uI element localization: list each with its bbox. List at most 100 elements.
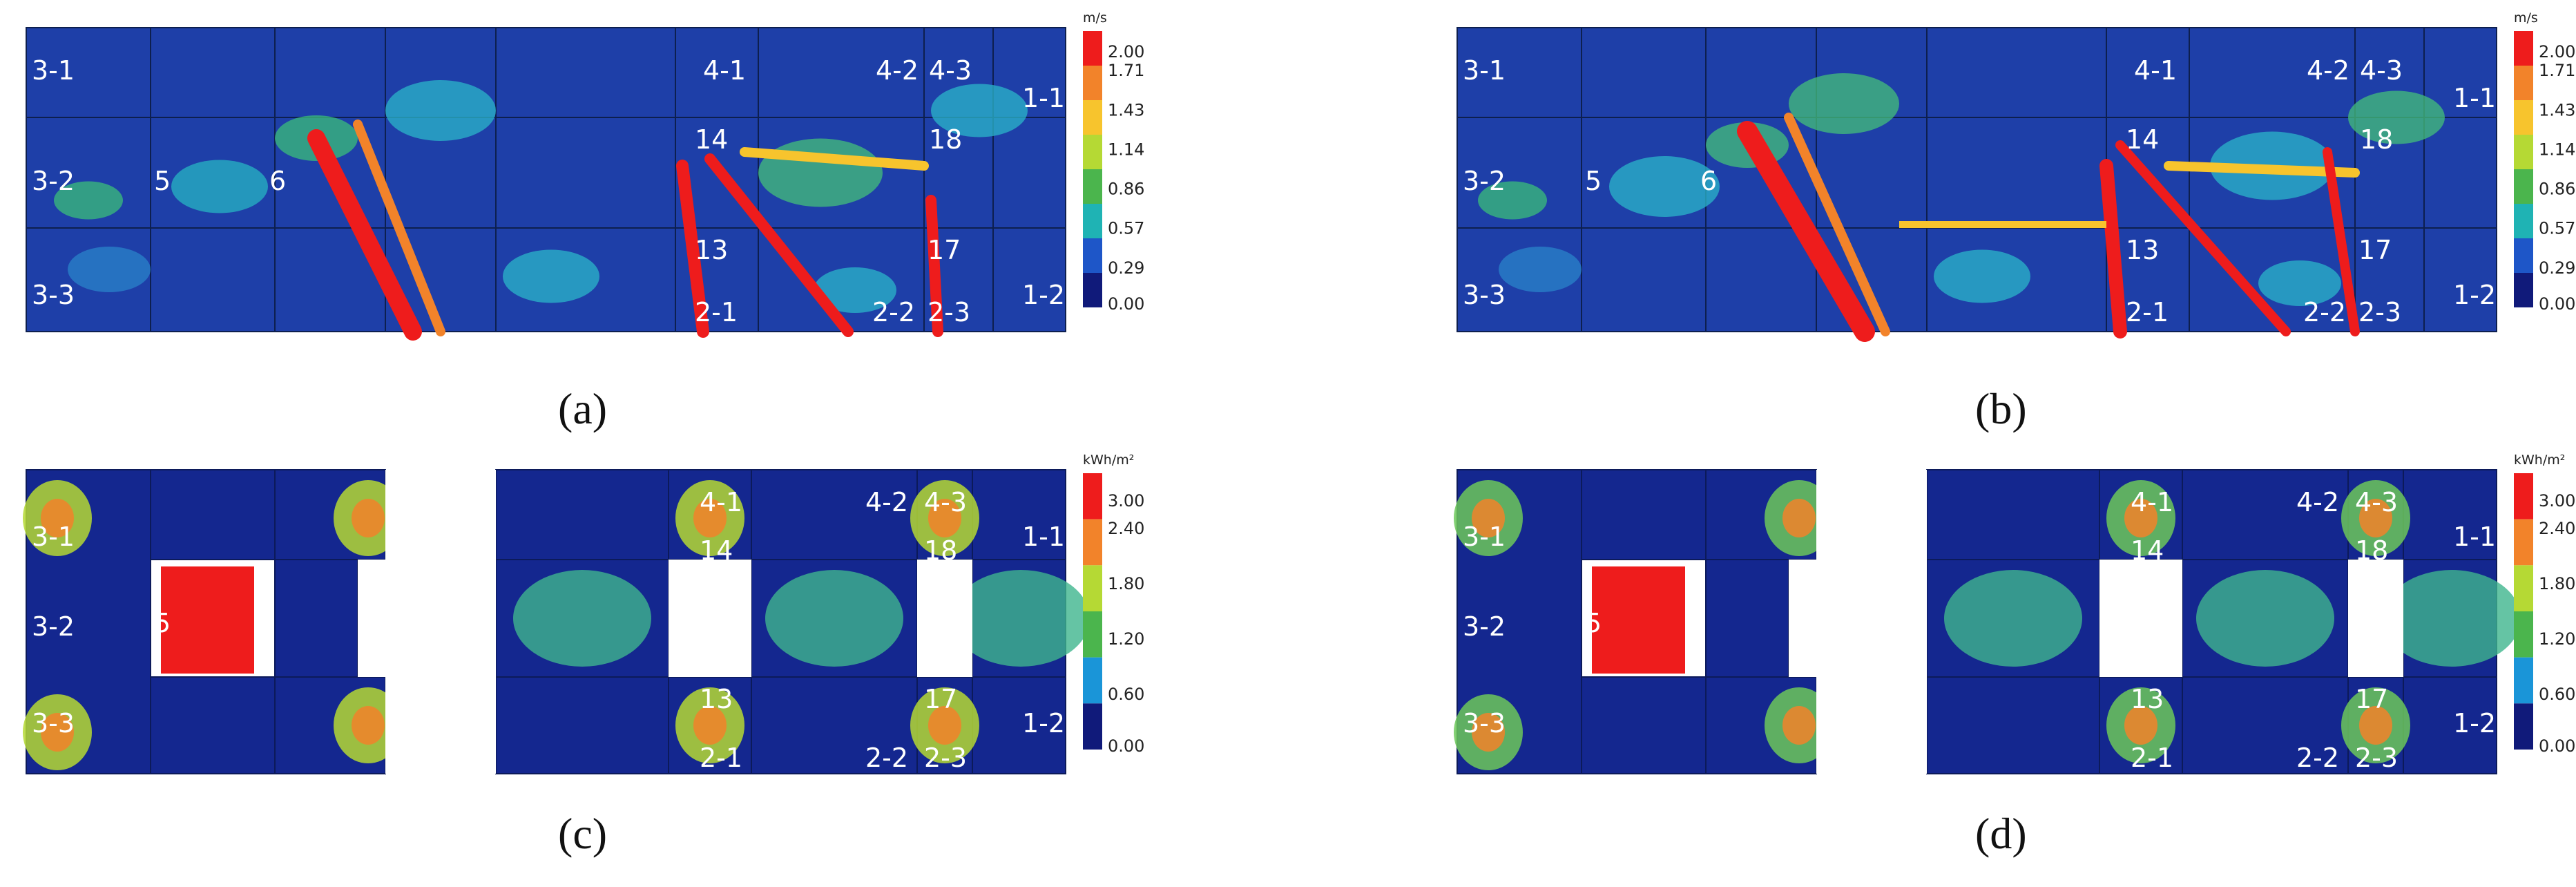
block-label: 1-1: [1022, 522, 1065, 552]
colorbar-swatch: [1083, 169, 1102, 204]
caption-c: (c): [558, 809, 608, 858]
block-label: 3-3: [1463, 280, 1506, 310]
colorbar-swatch: [2514, 611, 2533, 658]
colorbar-tick: 0.00: [1108, 736, 1144, 756]
flow-swirl: [1934, 249, 2030, 303]
block-label: 6: [254, 608, 271, 638]
flow-swirl: [1499, 247, 1582, 292]
panel-b: m/s 2.00 1.71 1.43 1.14 0.86 0.57 0.29 0.00 3-1 3-…: [1457, 10, 2575, 342]
building-roof: [2403, 676, 2497, 774]
building-roof: [495, 676, 669, 774]
block-label: 2-2: [872, 297, 915, 327]
block-label: 17: [927, 235, 961, 265]
building-roof: [1926, 676, 2100, 774]
block-label: 17: [924, 684, 957, 714]
caption-a: (a): [558, 384, 608, 433]
street-gap: [358, 560, 385, 677]
courtyard-void: [917, 560, 972, 677]
block-label: 5: [1585, 166, 1602, 196]
colorbar-swatch: [1083, 238, 1102, 273]
colorbar-tick: 1.43: [2539, 100, 2575, 120]
block-label: 2-2: [2303, 297, 2346, 327]
colorbar-swatch: [2514, 204, 2533, 238]
block-label: 2-3: [2355, 743, 2398, 773]
building-roof: [1581, 676, 1707, 774]
colorbar-swatch: [1083, 273, 1102, 307]
block-label: 13: [2126, 235, 2159, 265]
block-label: 13: [695, 235, 728, 265]
velocity-jet: [353, 120, 445, 336]
colorbar-tick: 0.00: [2539, 736, 2575, 756]
radiation-peak: [1472, 713, 1505, 752]
block-label: 2-2: [2296, 743, 2339, 773]
caption-b: (b): [1975, 384, 2027, 433]
colorbar-tick: 3.00: [1108, 491, 1144, 511]
building-roof: [1705, 559, 1789, 678]
colorbar-swatch: [1083, 66, 1102, 100]
radiation-peak: [2124, 499, 2157, 537]
flow-swirl: [1478, 181, 1547, 220]
flow-swirl: [68, 247, 151, 292]
velocity-jet: [676, 160, 709, 338]
block-label: 3-3: [32, 280, 75, 310]
colorbar-tick: 0.57: [2539, 219, 2575, 238]
colorbar-tick: 1.14: [2539, 140, 2575, 159]
block-label: 4-2: [2296, 487, 2339, 517]
velocity-jet: [1784, 113, 1890, 336]
colorbar-swatch: [1083, 657, 1102, 704]
flow-swirl: [503, 249, 599, 303]
colorbar-tick: 0.29: [1108, 258, 1144, 278]
velocity-jet: [2323, 147, 2360, 336]
flow-swirl: [2348, 90, 2445, 144]
colorbar-swatch: [2514, 31, 2533, 66]
panel-d: kWh/m² 3.00 2.40 1.80 1.20 0.60 0.00 3-1 3-2 3-3 5…: [1454, 452, 2575, 774]
colorbar: kWh/m² 3.00 2.40 1.80 1.20 0.60 0.00: [2514, 452, 2575, 756]
colorbar-swatch: [1083, 611, 1102, 658]
block-label: 18: [924, 535, 957, 566]
block-label: 4-2: [2307, 55, 2349, 86]
colorbar-tick: 0.00: [2539, 294, 2575, 314]
street-gap: [1816, 470, 1927, 774]
block-label: 2-1: [2131, 743, 2173, 773]
colorbar-tick: 0.57: [1108, 219, 1144, 238]
block-label: 6: [269, 166, 286, 196]
velocity-jet: [925, 195, 943, 337]
colorbar-swatch: [2514, 238, 2533, 273]
building-roof: [1581, 469, 1707, 560]
colorbar-swatch: [2514, 519, 2533, 566]
colorbar-swatch: [2514, 565, 2533, 611]
building-roof: [2403, 469, 2497, 560]
colorbar-unit: kWh/m²: [1083, 452, 1134, 468]
street-gap: [1789, 560, 1816, 677]
block-label: 4-3: [2360, 55, 2403, 86]
block-label: 6: [1700, 166, 1717, 196]
block-label: 2-1: [2126, 297, 2169, 327]
colorbar-swatch: [1083, 519, 1102, 566]
colorbar: m/s2.001.71 1.43 1.14 0.86 0.57 0.29 0.00: [2514, 10, 2575, 314]
colorbar-swatch: [2514, 66, 2533, 100]
colorbar-tick: 2.00: [2539, 42, 2575, 61]
radiation-peak: [352, 706, 385, 745]
radiation-peak: [693, 499, 727, 537]
building-roof: [751, 469, 918, 560]
radiation-peak: [2124, 706, 2157, 745]
block-label: 4-2: [865, 487, 908, 517]
radiation-peak: [928, 706, 961, 745]
block-label: 3-2: [1463, 611, 1506, 642]
block-label: 4-1: [2131, 487, 2173, 517]
block-label: 13: [700, 684, 733, 714]
colorbar: kWh/m² 3.00 2.40 1.80 1.20 0.60 0.00: [1083, 452, 1144, 756]
radiation-peak: [1782, 499, 1816, 537]
radiation-peak: [1782, 706, 1816, 745]
colorbar-tick: 2.40: [1108, 519, 1144, 538]
block-label: 4-2: [876, 55, 919, 86]
colorbar-swatch: [2514, 473, 2533, 519]
colorbar-tick: 2.40: [2539, 519, 2575, 538]
flow-swirl: [931, 84, 1028, 137]
colorbar-tick: 0.29: [2539, 258, 2575, 278]
caption-d: (d): [1975, 809, 2027, 858]
panel-c: kWh/m² 3.00 2.40 1.80 1.20 0.60 0.00 3-1 3-2 3-3 5…: [23, 452, 1144, 774]
building-roof: [150, 469, 276, 560]
colorbar-unit: kWh/m²: [2514, 452, 2565, 468]
colorbar-tick: 3.00: [2539, 491, 2575, 511]
